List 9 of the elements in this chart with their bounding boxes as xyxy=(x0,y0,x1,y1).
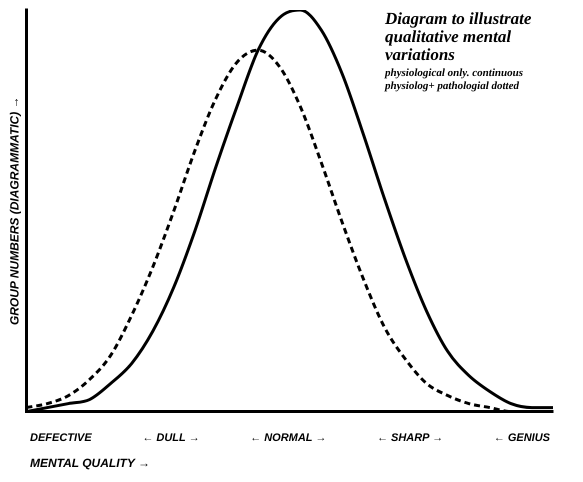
text: ← NORMAL → xyxy=(250,432,326,444)
y-axis-title: GROUP NUMBERS (DIAGRAMMATIC) → xyxy=(8,96,22,326)
text: Diagram to illustrate qualitative mental variations xyxy=(385,9,532,64)
text: ← DULL → xyxy=(142,432,200,444)
text: ← SHARP → xyxy=(376,432,444,444)
text: DEFECTIVE xyxy=(30,432,92,444)
text: physiological only. continuous physiolog+ pathologial dotted xyxy=(385,67,524,93)
text: ← GENIUS xyxy=(494,432,550,444)
x-axis-title: MENTAL QUALITY → xyxy=(30,456,150,470)
